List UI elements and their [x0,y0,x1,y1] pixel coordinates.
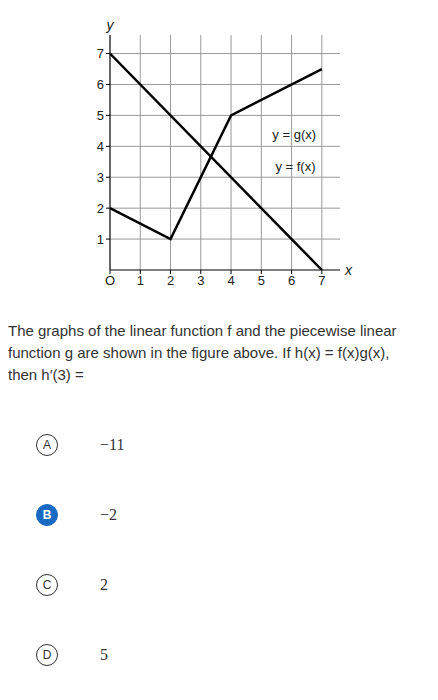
svg-text:x: x [344,262,353,278]
svg-text:3: 3 [197,273,204,288]
svg-text:4: 4 [227,273,234,288]
svg-text:7: 7 [318,273,325,288]
svg-text:1: 1 [97,232,104,247]
html-text:−11: −11 [100,436,125,453]
svg-text:4: 4 [97,139,104,154]
html-text:−2: −2 [100,506,117,523]
svg-text:y = g(x): y = g(x) [272,127,316,142]
svg-text:5: 5 [97,108,104,123]
svg-text:6: 6 [288,273,295,288]
svg-text:2: 2 [167,273,174,288]
svg-text:2: 2 [97,201,104,216]
html-text:D: D [42,648,52,662]
html-text:The graphs of the linear funct: The graphs of the linear function f and … [8,322,397,383]
html-text:A: A [43,438,51,452]
html-text:C: C [42,578,52,592]
html-text:5: 5 [100,646,108,663]
svg-text:1: 1 [137,273,144,288]
html-text:B: B [42,508,52,522]
html-text:2: 2 [100,576,108,593]
svg-text:3: 3 [97,170,104,185]
svg-text:O: O [105,273,115,288]
svg-text:5: 5 [258,273,265,288]
svg-text:7: 7 [97,46,104,61]
svg-text:6: 6 [97,77,104,92]
svg-text:y = f(x): y = f(x) [275,159,315,174]
svg-text:y: y [106,17,115,33]
